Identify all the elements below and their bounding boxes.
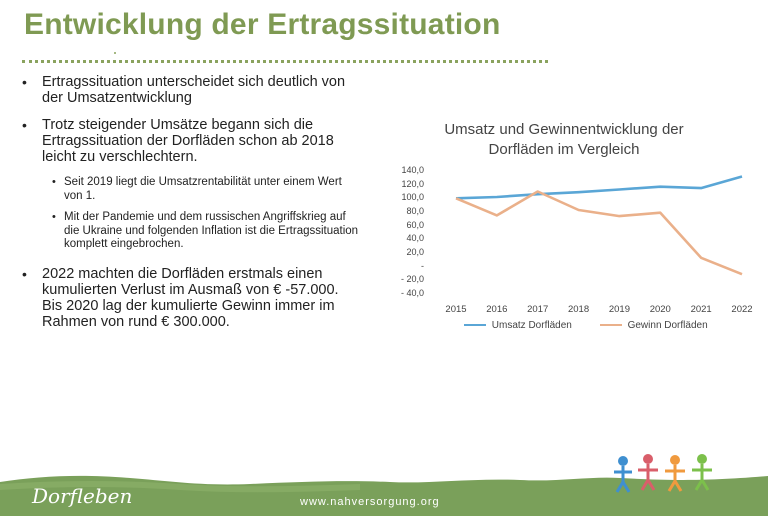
bullet-marker: • [22,117,27,133]
dorfleben-logo: Dorfleben [32,484,133,508]
bullet-text: Trotz steigender Umsätze begann sich die… [42,117,334,165]
bullet-marker: • [52,176,56,188]
bullet-marker: • [22,74,27,90]
legend-item-umsatz: Umsatz Dorfläden [464,320,572,331]
y-tick-label: 120,0 [401,178,424,189]
legend-swatch [599,324,622,327]
slide-title: Entwicklung der Ertragssituation [24,8,501,41]
legend-item-gewinn: Gewinn Dorfläden [599,320,708,331]
bullet-marker: • [52,211,56,223]
legend-swatch [464,324,486,327]
bullet-list: • Ertragssituation unterscheidet sich de… [20,74,360,341]
y-tick-label: - [421,260,424,271]
x-tick-label: 2017 [527,304,549,315]
y-tick-label: 20,0 [406,247,424,257]
y-axis: 140,0 120,0 100,0 80,0 60,0 40,0 20,0 - - 20,0 - … [376,114,424,344]
decorative-dot [114,52,116,54]
x-tick-label: 2016 [486,304,508,315]
legend-label: Gewinn Dorfläden [627,320,708,331]
y-tick-label: 40,0 [406,233,424,244]
series-line-umsatz [455,175,743,200]
bullet-item: • Trotz steigender Umsätze begann sich d… [20,117,360,165]
sub-bullet-item: • Seit 2019 liegt die Umsatzrentabilität… [20,176,360,203]
sub-bullet-text: Mit der Pandemie und dem russischen Angr… [64,211,359,250]
y-tick-label: - 20,0 [400,274,424,285]
y-tick-label: 100,0 [401,192,424,203]
children-illustration [614,454,712,493]
chart-plot [455,175,743,276]
x-tick-label: 2018 [567,304,590,315]
sub-bullet-text: Seit 2019 liegt die Umsatzrentabilität u… [64,176,342,202]
bullet-text: Ertragssituation unterscheidet sich deut… [42,74,346,106]
series-line-gewinn [455,190,743,276]
bullet-marker: • [22,265,27,282]
y-tick-label: 60,0 [406,219,424,230]
x-tick-label: 2015 [445,304,467,315]
bullet-text: 2022 machten die Dorfläden erstmals eine… [42,265,339,330]
y-tick-label: 80,0 [406,206,424,216]
x-tick-label: 2019 [608,304,630,315]
bullet-item: • 2022 machten die Dorfläden erstmals ei… [20,266,360,330]
bullet-item: • Ertragssituation unterscheidet sich de… [20,74,360,106]
footer-url[interactable]: www.nahversorgung.org [300,496,440,508]
y-tick-label: - 40,0 [400,288,424,298]
legend-label: Umsatz Dorfläden [491,320,572,331]
grass-highlight [0,481,360,493]
chart-title: Umsatz und Gewinnentwicklung der Dorfläd… [444,121,684,158]
x-tick-label: 2022 [731,304,753,315]
grass-footer [0,454,768,516]
sub-bullet-item: • Mit der Pandemie und dem russischen An… [20,211,360,252]
line-chart: Umsatz und Gewinnentwicklung der Dorfläd… [376,114,768,344]
y-tick-label: 140,0 [401,165,424,175]
x-tick-label: 2020 [649,304,671,315]
chart-legend: Umsatz Dorfläden Gewinn Dorfläden [464,320,708,331]
title-divider [22,60,548,63]
x-tick-label: 2021 [690,304,712,315]
